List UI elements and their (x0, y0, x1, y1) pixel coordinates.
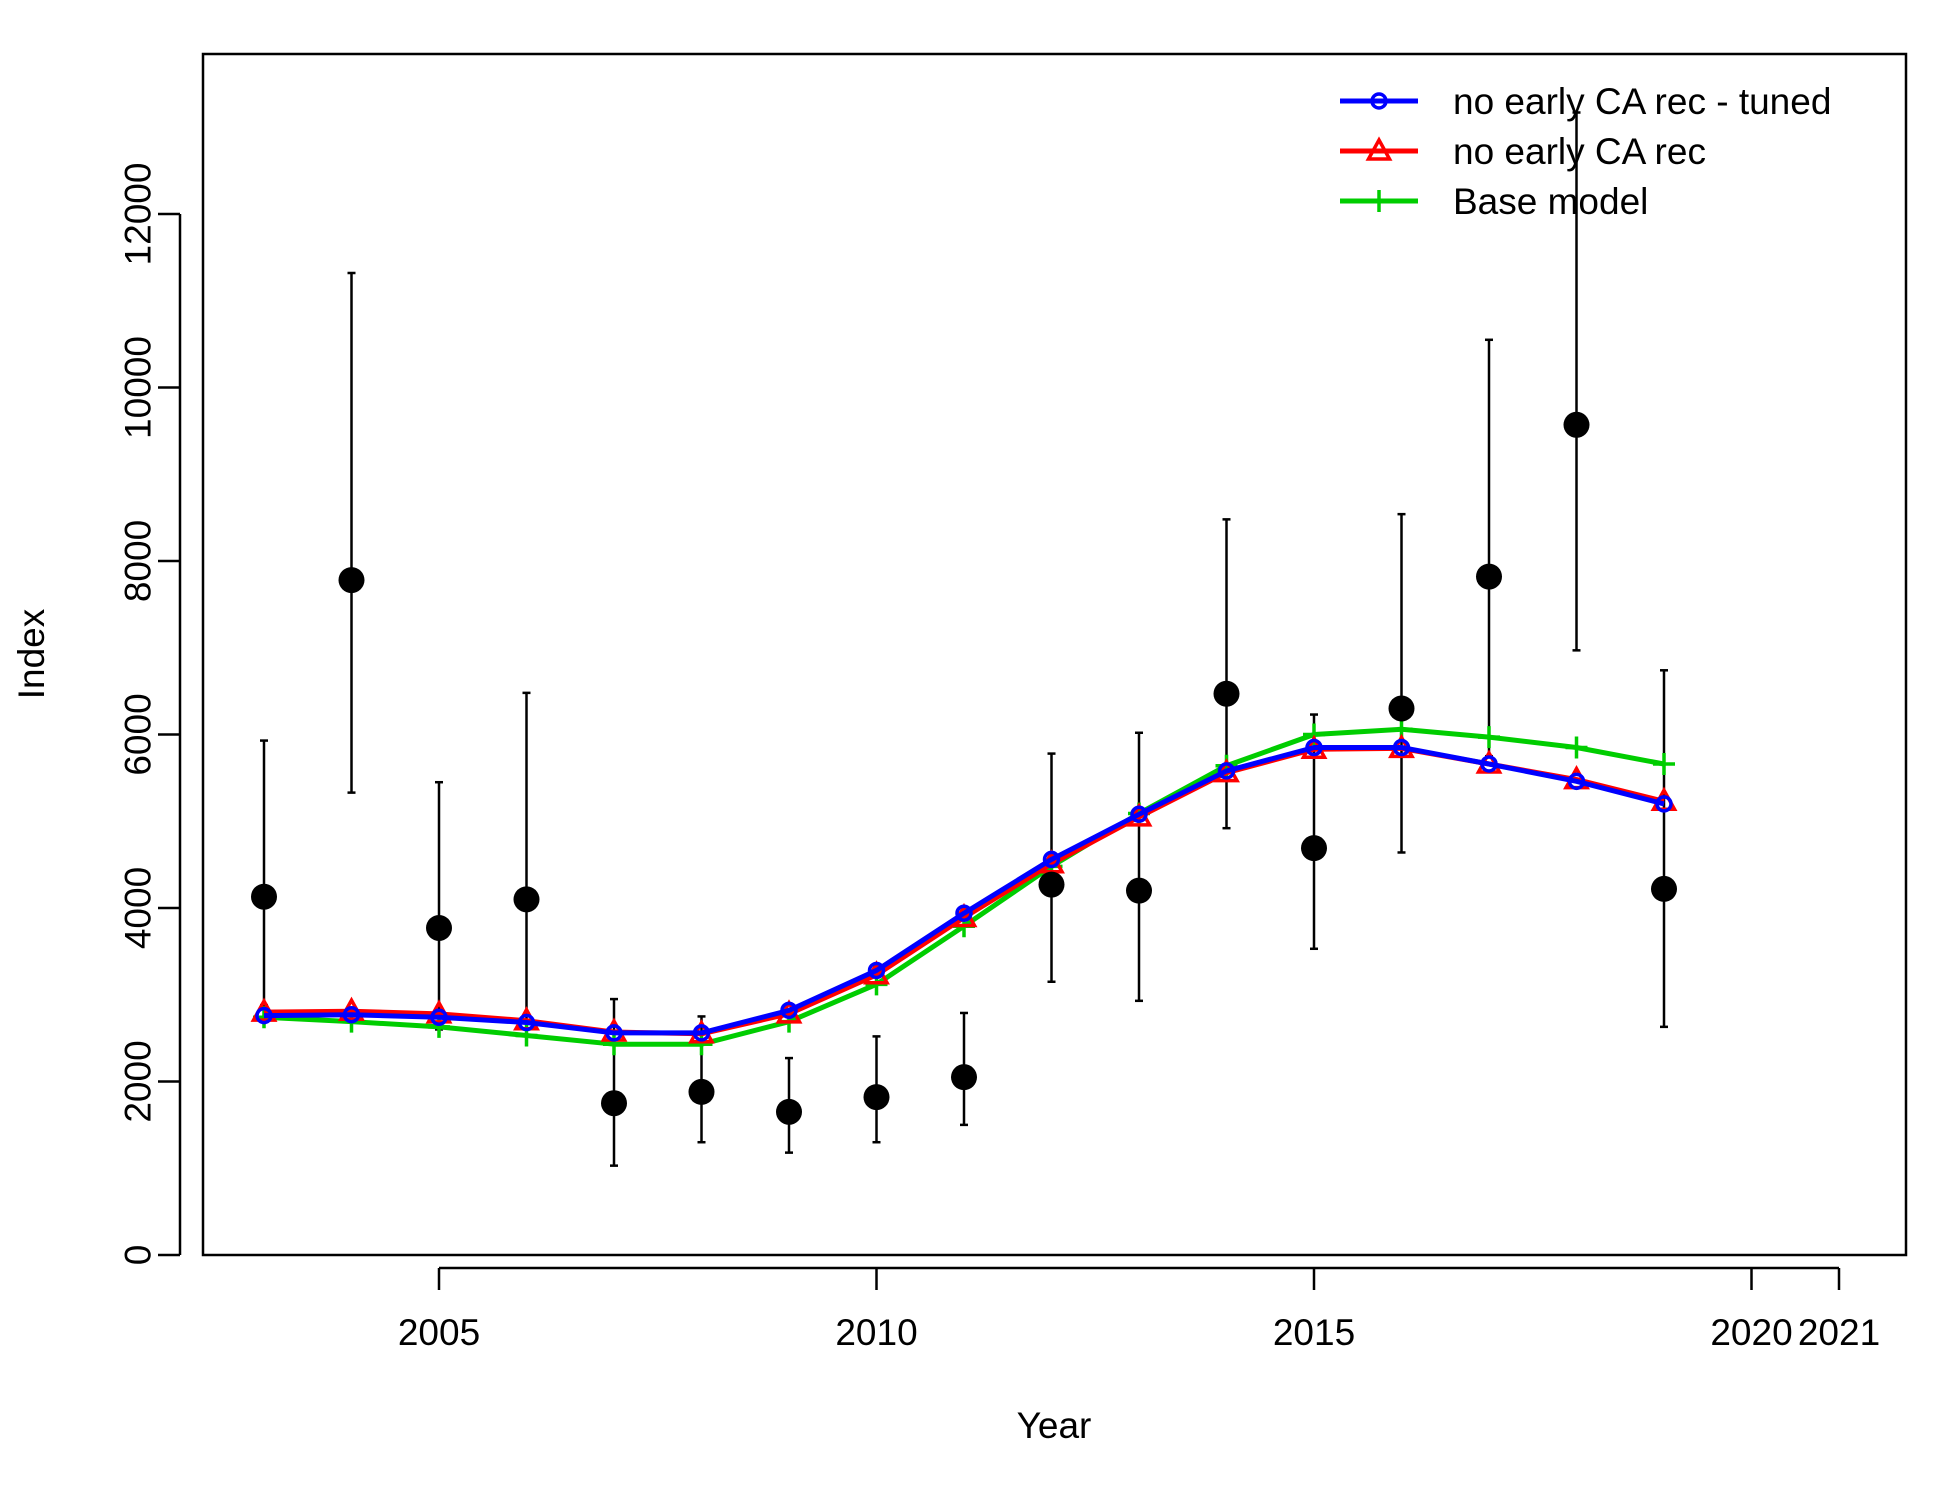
observed-point (1038, 871, 1065, 898)
x-tick-label: 2020 (1710, 1312, 1792, 1353)
legend-item-no-early-tuned: no early CA rec - tuned (1340, 81, 1831, 122)
observed-point (1126, 877, 1152, 904)
series-point-no_early_tuned (1130, 805, 1148, 824)
series-point-no_early_tuned (517, 1013, 536, 1032)
legend-marker-circle (1370, 92, 1388, 110)
observed-point (1563, 411, 1590, 438)
y-tick-label: 2000 (118, 1040, 159, 1122)
series-no_early_tuned (255, 738, 1673, 1042)
observed-point (426, 914, 452, 941)
x-tick-label: 2005 (398, 1312, 480, 1353)
x-tick-label: 2021 (1798, 1312, 1880, 1353)
series-point-no_early_tuned (1392, 738, 1411, 757)
series-lines (250, 718, 1678, 1056)
series-point-no_early_tuned (955, 904, 973, 922)
series-line-no_early (263, 745, 1665, 1037)
series-point-no_early_tuned (255, 1006, 273, 1025)
x-axis: 2005 2010 2015 2020 2021 (398, 1266, 1880, 1353)
observed-point (1476, 563, 1502, 590)
series-point-no_early_tuned (605, 1024, 623, 1042)
observed-point (1651, 875, 1677, 902)
series-point-base (1565, 736, 1588, 759)
x-tick-label: 2015 (1273, 1312, 1355, 1353)
legend: no early CA rec - tuned no early CA rec … (1340, 81, 1831, 222)
x-axis-title: Year (1017, 1405, 1092, 1446)
legend-item-base: Base model (1340, 181, 1648, 222)
y-tick-label: 10000 (118, 336, 159, 439)
observed-point (863, 1084, 890, 1111)
y-tick-label: 12000 (118, 163, 159, 266)
series-point-no_early_tuned (867, 961, 886, 980)
legend-label-no-early: no early CA rec (1453, 131, 1706, 172)
series-point-no_early_tuned (1567, 772, 1586, 791)
observed-point (1301, 835, 1327, 862)
x-tick-label: 2010 (835, 1312, 917, 1353)
observed-point (338, 567, 365, 594)
observed-errorbars (260, 111, 1668, 1167)
series-point-no_early_tuned (1480, 755, 1498, 773)
series-point-no_early_tuned (780, 1001, 798, 1020)
series-base (253, 718, 1675, 1056)
series-point-no_early_tuned (430, 1008, 448, 1027)
y-tick-label: 6000 (118, 693, 159, 775)
series-point-no_early_tuned (342, 1005, 361, 1024)
observed-point (513, 886, 540, 913)
series-no_early (250, 733, 1678, 1044)
series-line-base (263, 726, 1665, 1047)
series-point-base (1478, 726, 1500, 749)
series-point-no_early_tuned (1217, 762, 1236, 780)
series-point-base (1653, 752, 1675, 775)
observed-point (951, 1064, 977, 1091)
observed-point (251, 883, 277, 910)
observed-point (1388, 695, 1415, 722)
legend-item-no-early: no early CA rec (1340, 131, 1706, 172)
observed-point (601, 1090, 627, 1117)
series-line-no_early_tuned (263, 745, 1665, 1036)
series-point-base (603, 1033, 625, 1056)
observed-point (1213, 680, 1240, 707)
series-point-no_early_tuned (1305, 738, 1323, 757)
plot-frame (201, 52, 1908, 1257)
legend-marker-triangle (1365, 136, 1393, 161)
series-point-no_early_tuned (1655, 795, 1673, 813)
y-axis: 0 2000 4000 6000 8000 10000 12000 (118, 163, 182, 1266)
observed-points (251, 411, 1677, 1125)
y-tick-label: 8000 (118, 520, 159, 602)
legend-label-no-early-tuned: no early CA rec - tuned (1453, 81, 1831, 122)
y-tick-label: 4000 (118, 867, 159, 949)
legend-label-base: Base model (1453, 181, 1648, 222)
series-point-base (690, 1033, 713, 1056)
observed-point (688, 1078, 715, 1105)
series-point-no_early_tuned (692, 1024, 711, 1042)
legend-marker-plus (1368, 190, 1390, 212)
y-axis-title: Index (11, 608, 52, 699)
y-tick-label: 0 (118, 1245, 159, 1266)
series-point-no_early_tuned (1042, 850, 1061, 869)
observed-point (776, 1098, 802, 1125)
